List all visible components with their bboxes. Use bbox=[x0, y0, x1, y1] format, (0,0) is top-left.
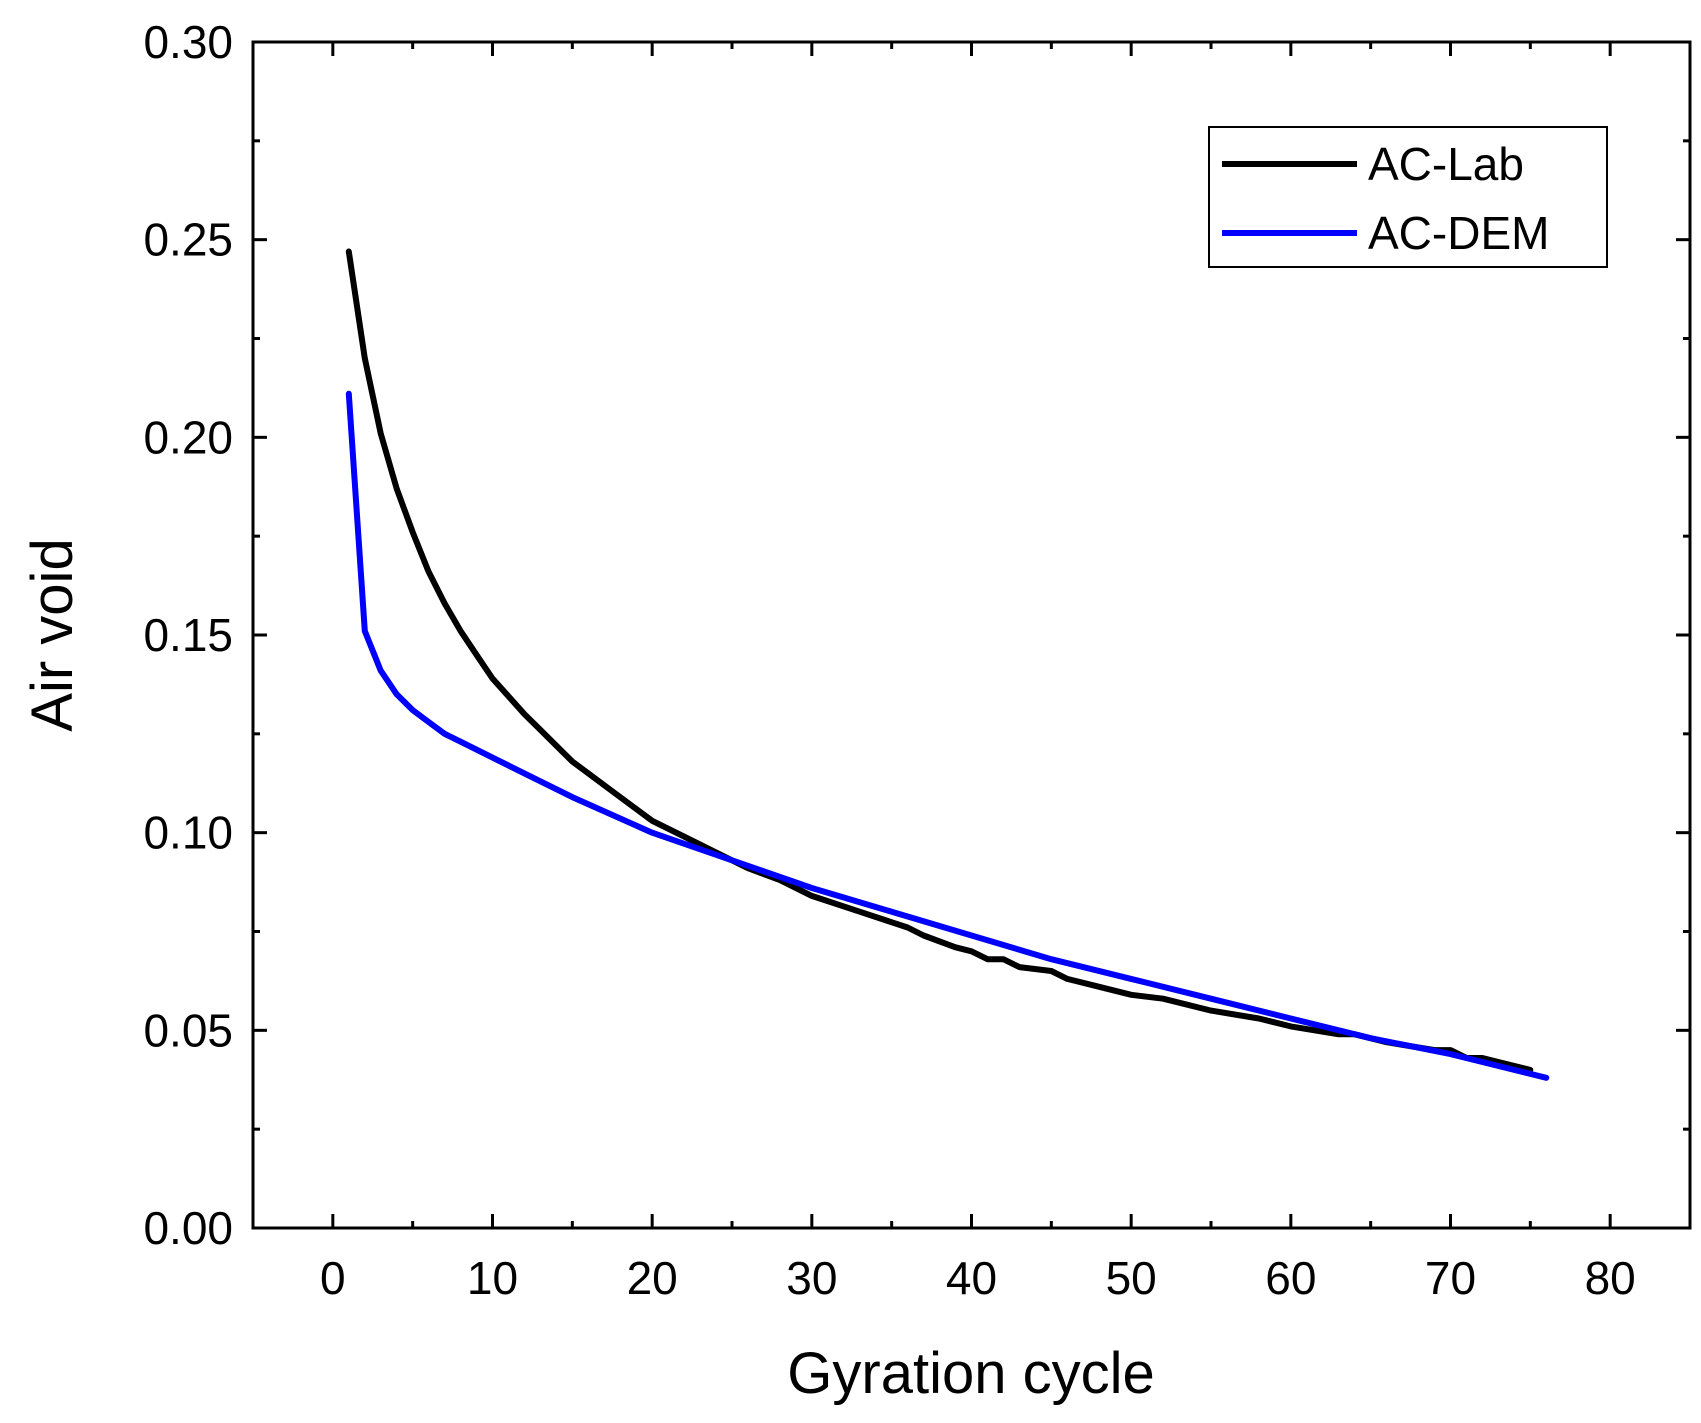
x-tick-label: 40 bbox=[946, 1252, 997, 1304]
y-tick-label: 0.30 bbox=[143, 16, 233, 68]
series-line-ac-lab bbox=[345, 248, 1534, 1073]
x-tick-label: 50 bbox=[1106, 1252, 1157, 1304]
x-tick-label: 30 bbox=[786, 1252, 837, 1304]
x-tick-label: 70 bbox=[1425, 1252, 1476, 1304]
y-tick-label: 0.05 bbox=[143, 1004, 233, 1056]
y-tick-label: 0.20 bbox=[143, 411, 233, 463]
y-axis-title: Air void bbox=[20, 538, 85, 731]
axis-tick-labels: 0 10 20 30 40 50 60 70 80 0.00 0.05 0.10 0.15 0.20 0.2… bbox=[143, 16, 1635, 1304]
series-layer bbox=[345, 248, 1550, 1081]
x-tick-label: 0 bbox=[320, 1252, 346, 1304]
y-tick-label: 0.15 bbox=[143, 609, 233, 661]
x-tick-label: 20 bbox=[627, 1252, 678, 1304]
x-tick-label: 80 bbox=[1585, 1252, 1636, 1304]
y-tick-label: 0.00 bbox=[143, 1202, 233, 1254]
legend-label-ac-dem: AC-DEM bbox=[1368, 207, 1549, 259]
x-axis-title: Gyration cycle bbox=[787, 1341, 1154, 1406]
legend: AC-Lab AC-DEM bbox=[1208, 126, 1608, 268]
y-tick-label: 0.10 bbox=[143, 807, 233, 859]
y-tick-label: 0.25 bbox=[143, 214, 233, 266]
axis-ticks bbox=[251, 40, 1692, 1230]
legend-label-ac-lab: AC-Lab bbox=[1368, 138, 1524, 190]
x-tick-label: 60 bbox=[1265, 1252, 1316, 1304]
legend-box bbox=[1208, 126, 1608, 268]
x-tick-label: 10 bbox=[467, 1252, 518, 1304]
series-line-ac-dem bbox=[345, 390, 1550, 1081]
